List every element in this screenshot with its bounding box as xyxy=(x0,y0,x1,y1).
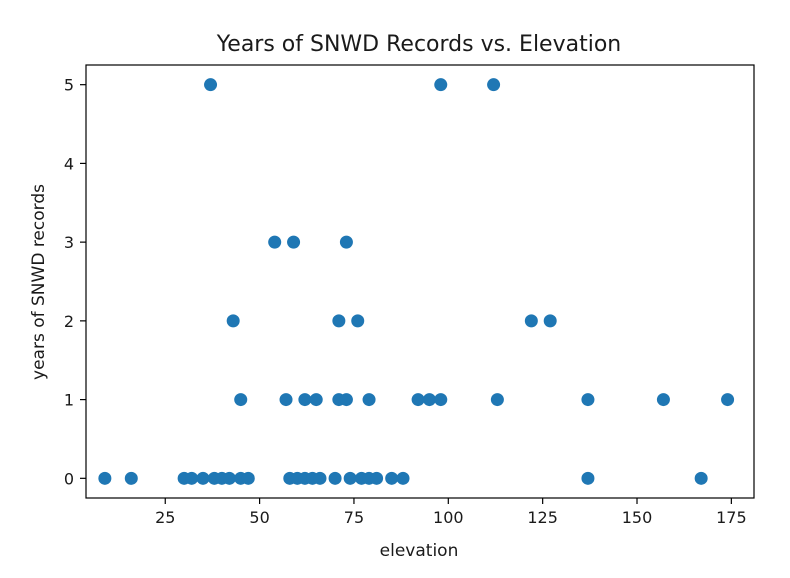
data-point xyxy=(222,471,236,485)
y-tick-label: 4 xyxy=(64,154,74,173)
x-tick-label: 150 xyxy=(622,508,653,527)
data-point xyxy=(234,393,248,407)
chart-title: Years of SNWD Records vs. Elevation xyxy=(216,32,621,57)
data-point xyxy=(241,471,255,485)
data-point xyxy=(351,314,365,328)
x-tick-label: 75 xyxy=(344,508,364,527)
y-tick-label: 3 xyxy=(64,233,74,252)
data-points xyxy=(98,78,735,485)
y-axis-label: years of SNWD records xyxy=(29,184,49,380)
x-tick-label: 25 xyxy=(155,508,175,527)
x-tick-label: 50 xyxy=(249,508,269,527)
data-point xyxy=(204,78,218,92)
x-tick-label: 100 xyxy=(433,508,464,527)
data-point xyxy=(287,235,301,249)
data-point xyxy=(694,471,708,485)
data-point xyxy=(656,393,670,407)
data-point xyxy=(411,393,425,407)
data-point xyxy=(309,393,323,407)
x-axis-label: elevation xyxy=(380,541,459,561)
data-point xyxy=(370,471,384,485)
data-point xyxy=(434,393,448,407)
data-point xyxy=(490,393,504,407)
data-point xyxy=(339,235,353,249)
data-point xyxy=(721,393,735,407)
data-point xyxy=(422,393,436,407)
y-tick-label: 5 xyxy=(64,76,74,95)
data-point xyxy=(279,393,293,407)
data-point xyxy=(396,471,410,485)
data-point xyxy=(543,314,557,328)
data-point xyxy=(313,471,327,485)
data-point xyxy=(434,78,448,92)
data-point xyxy=(339,393,353,407)
x-tick-label: 125 xyxy=(527,508,558,527)
data-point xyxy=(328,471,342,485)
data-point xyxy=(343,471,357,485)
data-point xyxy=(385,471,399,485)
data-point xyxy=(298,393,312,407)
plot-frame xyxy=(85,64,755,499)
data-point xyxy=(524,314,538,328)
data-point xyxy=(124,471,138,485)
data-point xyxy=(226,314,240,328)
x-axis-ticks: 25 50 75 100 125 150 175 xyxy=(155,498,747,527)
y-axis-ticks: 0 1 2 3 4 5 xyxy=(64,76,86,488)
data-point xyxy=(487,78,501,92)
data-point xyxy=(268,235,282,249)
data-point xyxy=(196,471,210,485)
data-point xyxy=(185,471,199,485)
data-point xyxy=(98,471,112,485)
y-tick-label: 2 xyxy=(64,312,74,331)
data-point xyxy=(332,314,346,328)
data-point xyxy=(362,393,376,407)
y-tick-label: 0 xyxy=(64,469,74,488)
y-tick-label: 1 xyxy=(64,391,74,410)
x-tick-label: 175 xyxy=(716,508,747,527)
data-point xyxy=(581,471,595,485)
data-point xyxy=(581,393,595,407)
